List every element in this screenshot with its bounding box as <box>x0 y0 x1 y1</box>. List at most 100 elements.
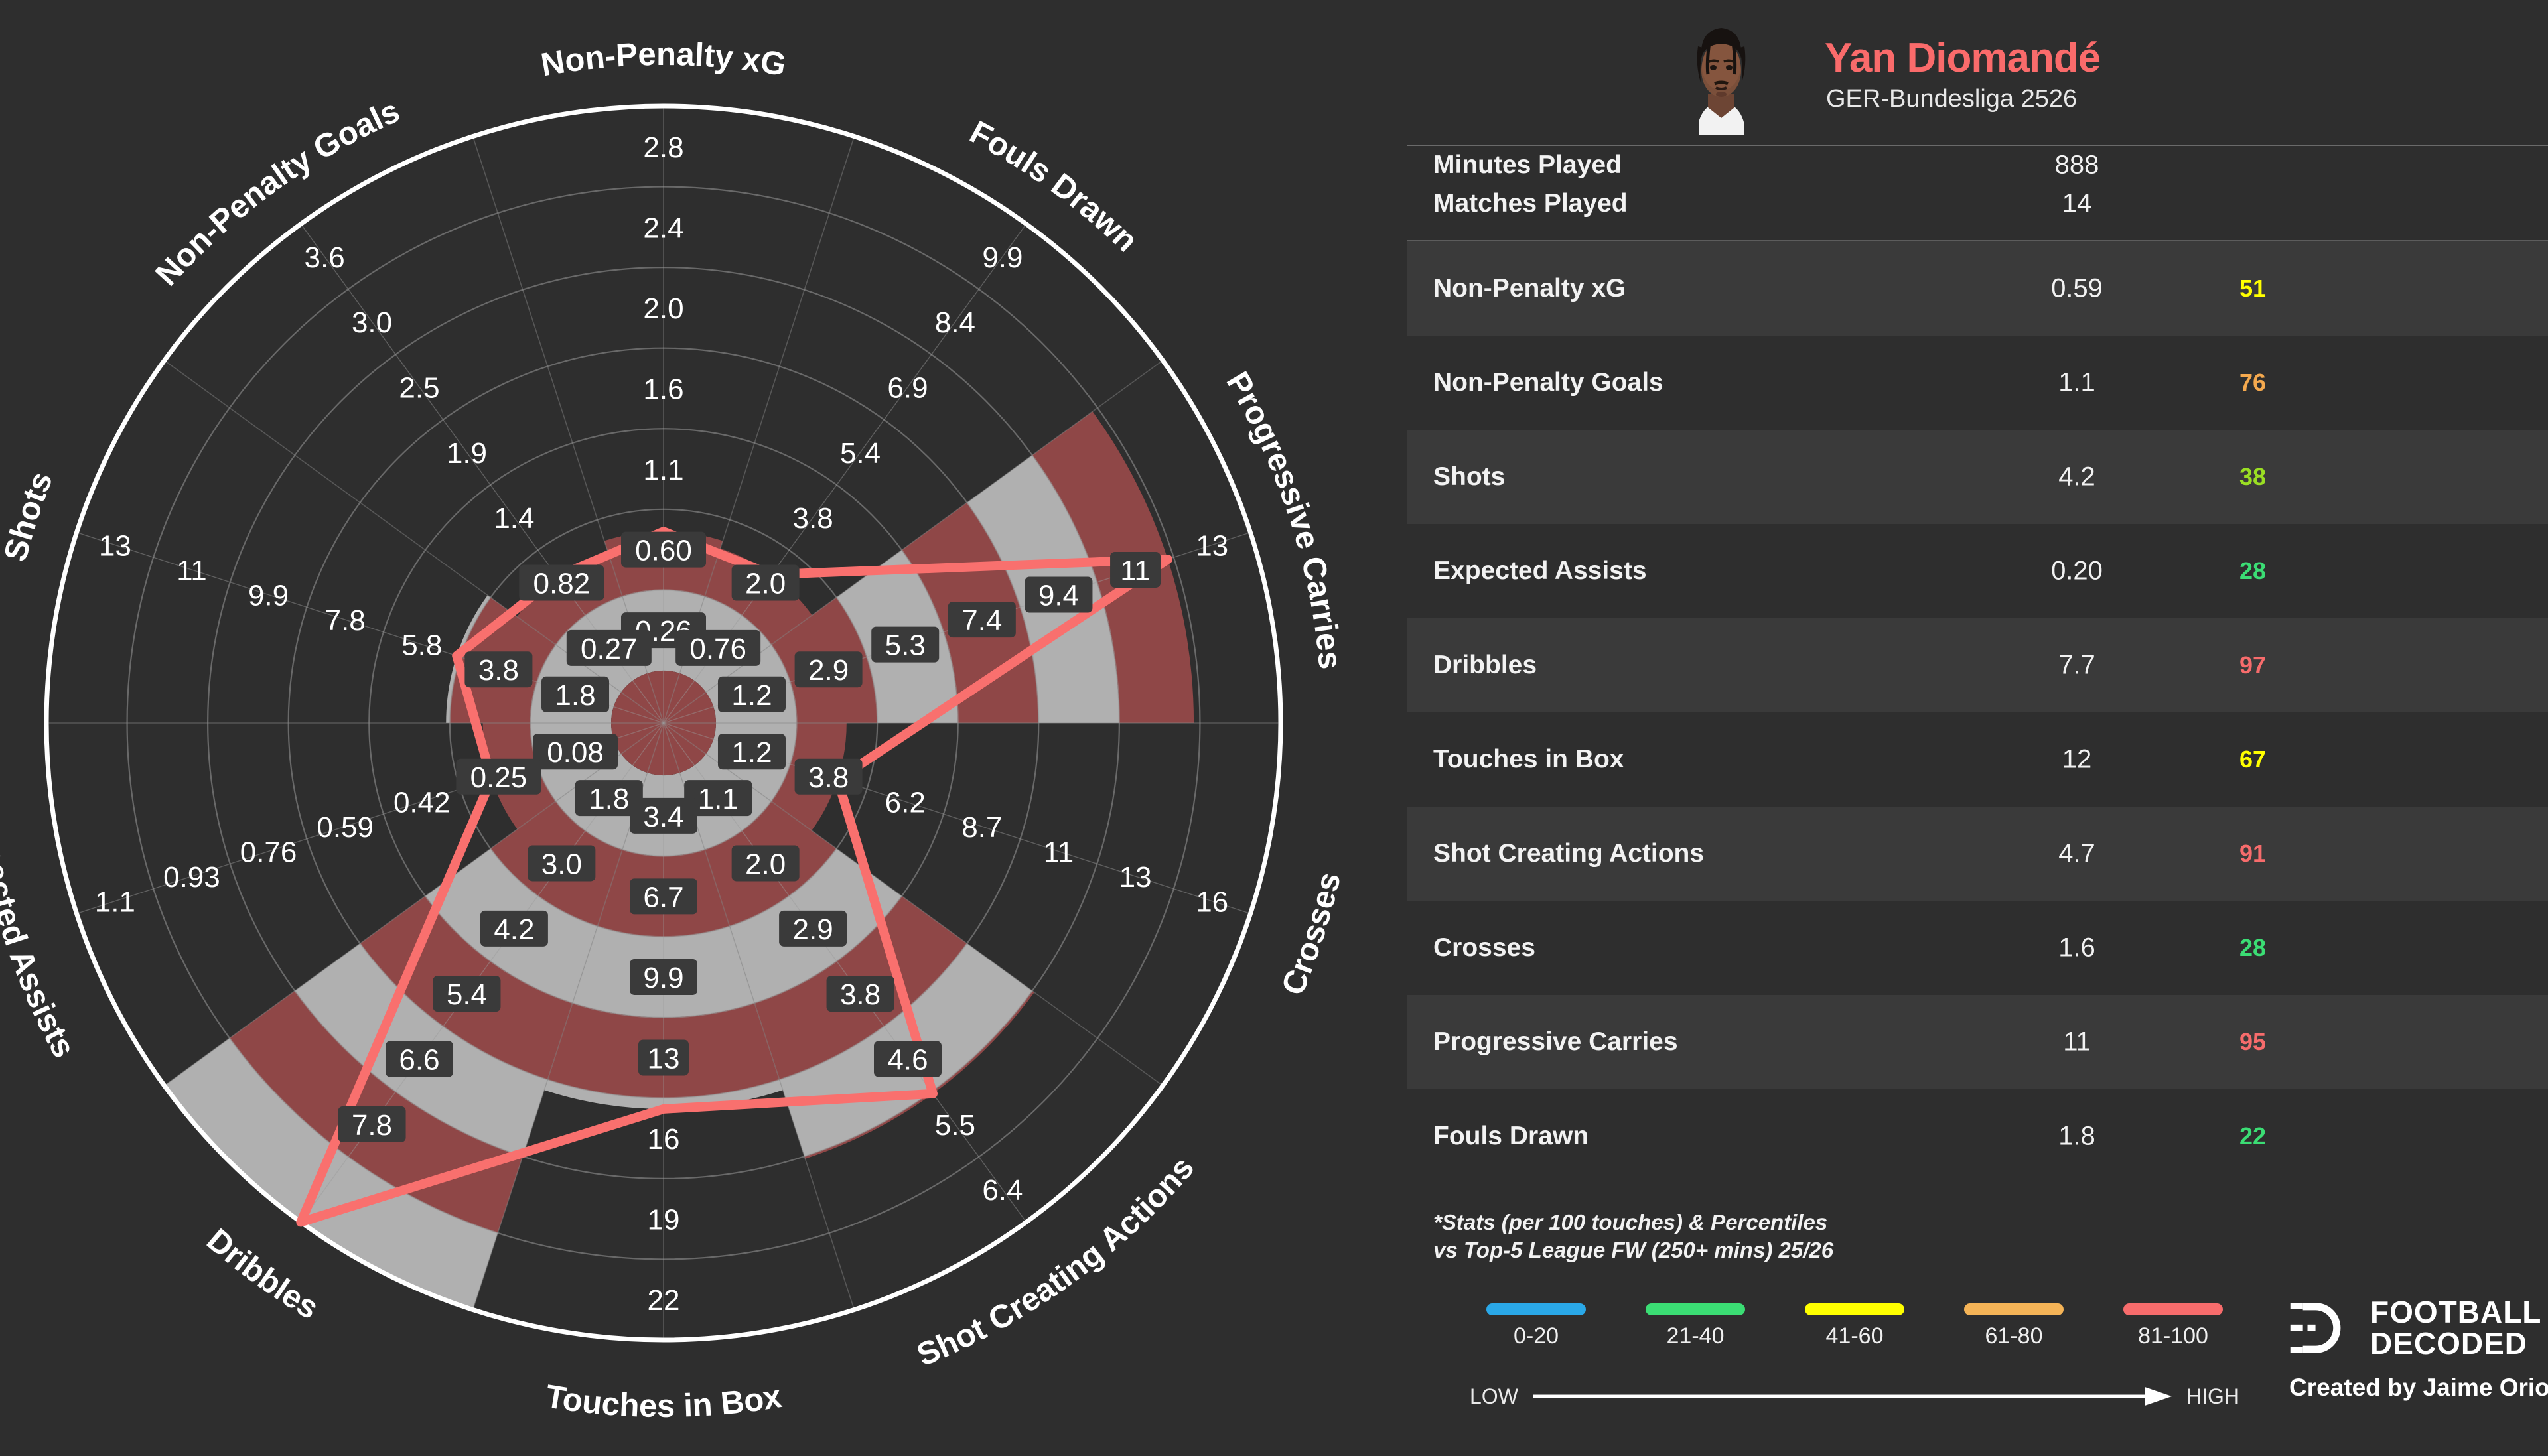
table-row[interactable]: Touches in Box 12 67 <box>1407 712 2548 807</box>
stat-value: 12 <box>2062 744 2092 774</box>
legend-bucket-label: 61-80 <box>1985 1323 2043 1349</box>
tick-label: 9.4 <box>1038 580 1079 612</box>
tick-label: 1.1 <box>643 454 683 486</box>
table-row[interactable]: Non-Penalty Goals 1.1 76 <box>1407 336 2548 430</box>
tick-label: 7.4 <box>961 604 1002 637</box>
tick-label-box <box>1110 551 1161 588</box>
stat-value: 11 <box>2063 1027 2091 1057</box>
table-row[interactable]: Dribbles 7.7 97 <box>1407 618 2548 712</box>
summary-row: Minutes Played 888 <box>1407 146 2548 184</box>
tick-label-box <box>871 626 940 663</box>
table-row[interactable]: Expected Assists 0.20 28 <box>1407 524 2548 618</box>
tick-label: 2.0 <box>745 568 786 600</box>
legend-bucket-label: 0-20 <box>1513 1323 1559 1349</box>
tick-label: 8.7 <box>961 811 1002 844</box>
tick-label: 7.8 <box>352 1109 392 1142</box>
tick-label: 13 <box>1119 861 1152 893</box>
tick-label: 0.08 <box>547 736 604 769</box>
stat-label: Non-Penalty Goals <box>1433 368 1663 397</box>
tick-label-box <box>717 734 786 770</box>
legend-arrow-icon <box>1532 1387 2172 1406</box>
stat-label: Touches in Box <box>1433 745 1624 773</box>
player-header: Yan Diomandé GER-Bundesliga 2526 <box>1407 0 2548 145</box>
tick-label-box <box>630 797 697 834</box>
tick-label-box <box>948 602 1016 638</box>
stat-label: Crosses <box>1433 933 1535 962</box>
tick-label-box <box>566 629 652 666</box>
tick-label: 6.6 <box>399 1044 439 1077</box>
tick-label: 9.9 <box>982 241 1023 274</box>
axis-title: Crosses <box>1275 869 1348 1000</box>
legend-color-bar <box>1486 1303 1586 1315</box>
tick-label-box <box>575 780 643 817</box>
summary-row-label: Minutes Played <box>1433 151 1622 179</box>
table-spacer <box>1407 223 2548 240</box>
axis-title: Non-Penalty xG <box>538 36 788 83</box>
tick-label: 5.8 <box>401 629 442 662</box>
table-row[interactable]: Progressive Carries 11 95 <box>1407 995 2548 1089</box>
tick-label: 0.93 <box>163 861 220 893</box>
tick-label: 13 <box>648 1043 680 1075</box>
stats-table: Minutes Played 888 Matches Played 14 Non-Pen… <box>1407 146 2548 1183</box>
brand-block: FOOTBALL DECODED Created by Jaime Oriol <box>2289 1297 2548 1402</box>
footnote-line-2: vs Top-5 League FW (250+ mins) 25/26 <box>1433 1238 1834 1263</box>
footnote-line-1: *Stats (per 100 touches) & Percentiles <box>1433 1210 1828 1234</box>
tick-label: 11 <box>1044 836 1074 868</box>
footnote: *Stats (per 100 touches) & Percentiles v… <box>1433 1209 2230 1264</box>
stat-percentile: 28 <box>2239 934 2267 961</box>
tick-label: 3.8 <box>808 761 849 794</box>
radar-gridlines <box>126 186 1201 1260</box>
stat-percentile: 67 <box>2239 746 2267 773</box>
legend-bucket: 81-100 <box>2107 1303 2239 1349</box>
tick-label: 3.4 <box>643 801 683 833</box>
stat-label: Expected Assists <box>1433 557 1647 585</box>
tick-label: 6.7 <box>643 881 683 913</box>
table-row[interactable]: Shots 4.2 38 <box>1407 430 2548 524</box>
tick-label-box <box>456 758 541 795</box>
tick-label: 16 <box>1196 886 1228 919</box>
tick-label: 3.8 <box>840 978 881 1011</box>
legend-bucket: 21-40 <box>1629 1303 1762 1349</box>
player-name: Yan Diomandé <box>1825 35 2101 81</box>
tick-label: 7.8 <box>325 604 366 637</box>
stat-label: Fouls Drawn <box>1433 1122 1589 1150</box>
tick-label: 2.9 <box>793 913 833 946</box>
summary-block: Minutes Played 888 Matches Played 14 <box>1407 146 2548 223</box>
tick-label: 1.8 <box>589 783 629 815</box>
legend-bucket-label: 41-60 <box>1825 1323 1884 1349</box>
tick-label-box <box>794 651 863 688</box>
tick-label-box <box>433 976 501 1012</box>
table-row[interactable]: Crosses 1.6 28 <box>1407 901 2548 995</box>
stat-value: 1.8 <box>2058 1121 2095 1151</box>
stat-label: Dribbles <box>1433 651 1537 679</box>
tick-label-box <box>464 651 533 688</box>
table-row[interactable]: Non-Penalty xG 0.59 51 <box>1407 241 2548 336</box>
tick-label: 6.2 <box>885 786 926 819</box>
football-decoded-logo-icon <box>2290 1303 2341 1353</box>
stat-label: Non-Penalty xG <box>1433 274 1626 302</box>
tick-label: 19 <box>648 1204 680 1236</box>
stat-label: Progressive Carries <box>1433 1027 1678 1056</box>
stat-label: Shot Creating Actions <box>1433 839 1705 868</box>
radar-chart: 0.260.601.11.62.02.42.80.762.03.85.46.98… <box>0 36 1348 1424</box>
table-row[interactable]: Fouls Drawn 1.8 22 <box>1407 1089 2548 1183</box>
tick-label-box <box>630 878 697 915</box>
tick-label: 11 <box>177 555 207 587</box>
tick-label: 13 <box>1196 529 1228 562</box>
radar-tick-labels: 0.260.601.11.62.02.42.80.762.03.85.46.98… <box>95 131 1228 1317</box>
stat-value: 1.6 <box>2058 933 2095 962</box>
tick-label: 22 <box>648 1284 680 1317</box>
table-row[interactable]: Shot Creating Actions 4.7 91 <box>1407 807 2548 901</box>
summary-row-value: 888 <box>2054 150 2099 180</box>
tick-label: 9.9 <box>248 580 289 612</box>
legend-high-label: HIGH <box>2186 1384 2239 1408</box>
tick-label: 0.27 <box>581 633 638 665</box>
tick-label: 2.0 <box>643 293 683 325</box>
header-divider <box>1407 145 2548 146</box>
tick-label: 5.4 <box>840 437 881 470</box>
radar-chart-panel: 0.26 0.60 1.1 1.6 2.0 2.4 2.8 0.76 2.0 3.8 5.4 6.9 8… <box>0 36 1348 1424</box>
stat-percentile: 22 <box>2239 1122 2267 1150</box>
tick-label: 2.9 <box>808 654 849 687</box>
tick-label-box <box>779 910 847 947</box>
tick-label-box <box>621 531 706 568</box>
